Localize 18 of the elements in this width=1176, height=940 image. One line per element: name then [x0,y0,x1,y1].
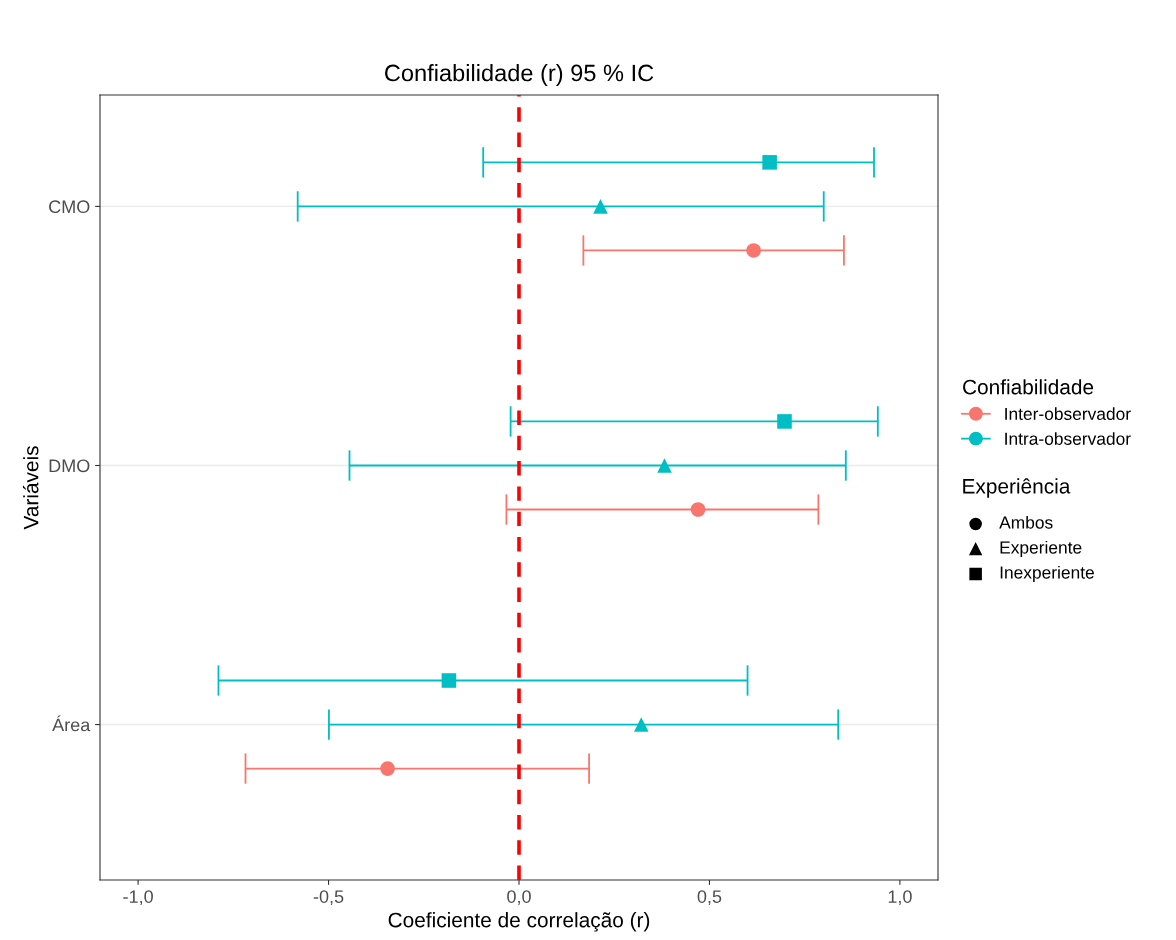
x-tick-label: 0,5 [697,890,722,906]
legend-title: Confiabilidade [963,379,1094,395]
text: Experiente [1000,540,1082,558]
x-tick-label: 1,0 [888,890,912,906]
x-tick-label: 0,0 [507,890,531,906]
y-axis-title: Variáveis [22,446,39,530]
text: Inexperiente [1000,565,1094,583]
legend-label: Intra-observador [1005,432,1131,445]
text: Ambos [999,515,1053,529]
text: Experiência [963,478,1071,498]
chart-title: Confiabilidade (r) 95 % IC [385,64,654,86]
x-tick-label: -0,5 [313,890,344,906]
y-tick-label: DMO [49,459,90,473]
y-tick-label: Área [52,715,91,732]
x-tick-label: -1,0 [123,890,153,906]
y-tick-label: CMO [49,200,90,214]
legend-label: Inter-observador [1005,407,1131,421]
x-axis-title: Coeficiente de correlação (r) [388,912,650,932]
